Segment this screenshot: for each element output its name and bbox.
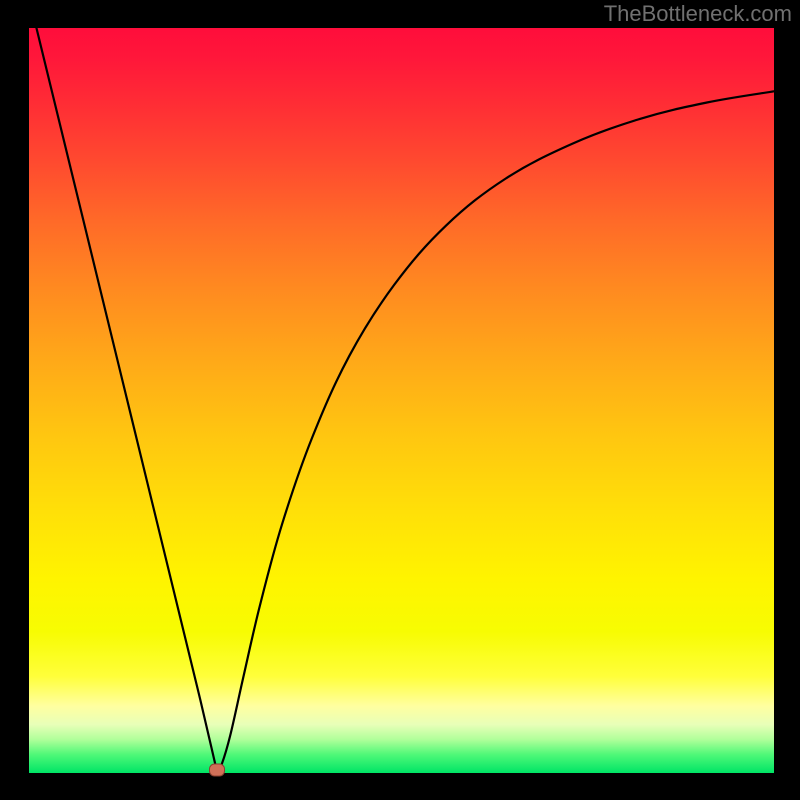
curve-left-branch [36, 28, 216, 771]
watermark-text: TheBottleneck.com [604, 1, 792, 27]
chart-container: TheBottleneck.com [0, 0, 800, 800]
curve-right-branch [217, 91, 774, 770]
minimum-marker [207, 762, 226, 778]
curve-overlay [0, 0, 800, 800]
